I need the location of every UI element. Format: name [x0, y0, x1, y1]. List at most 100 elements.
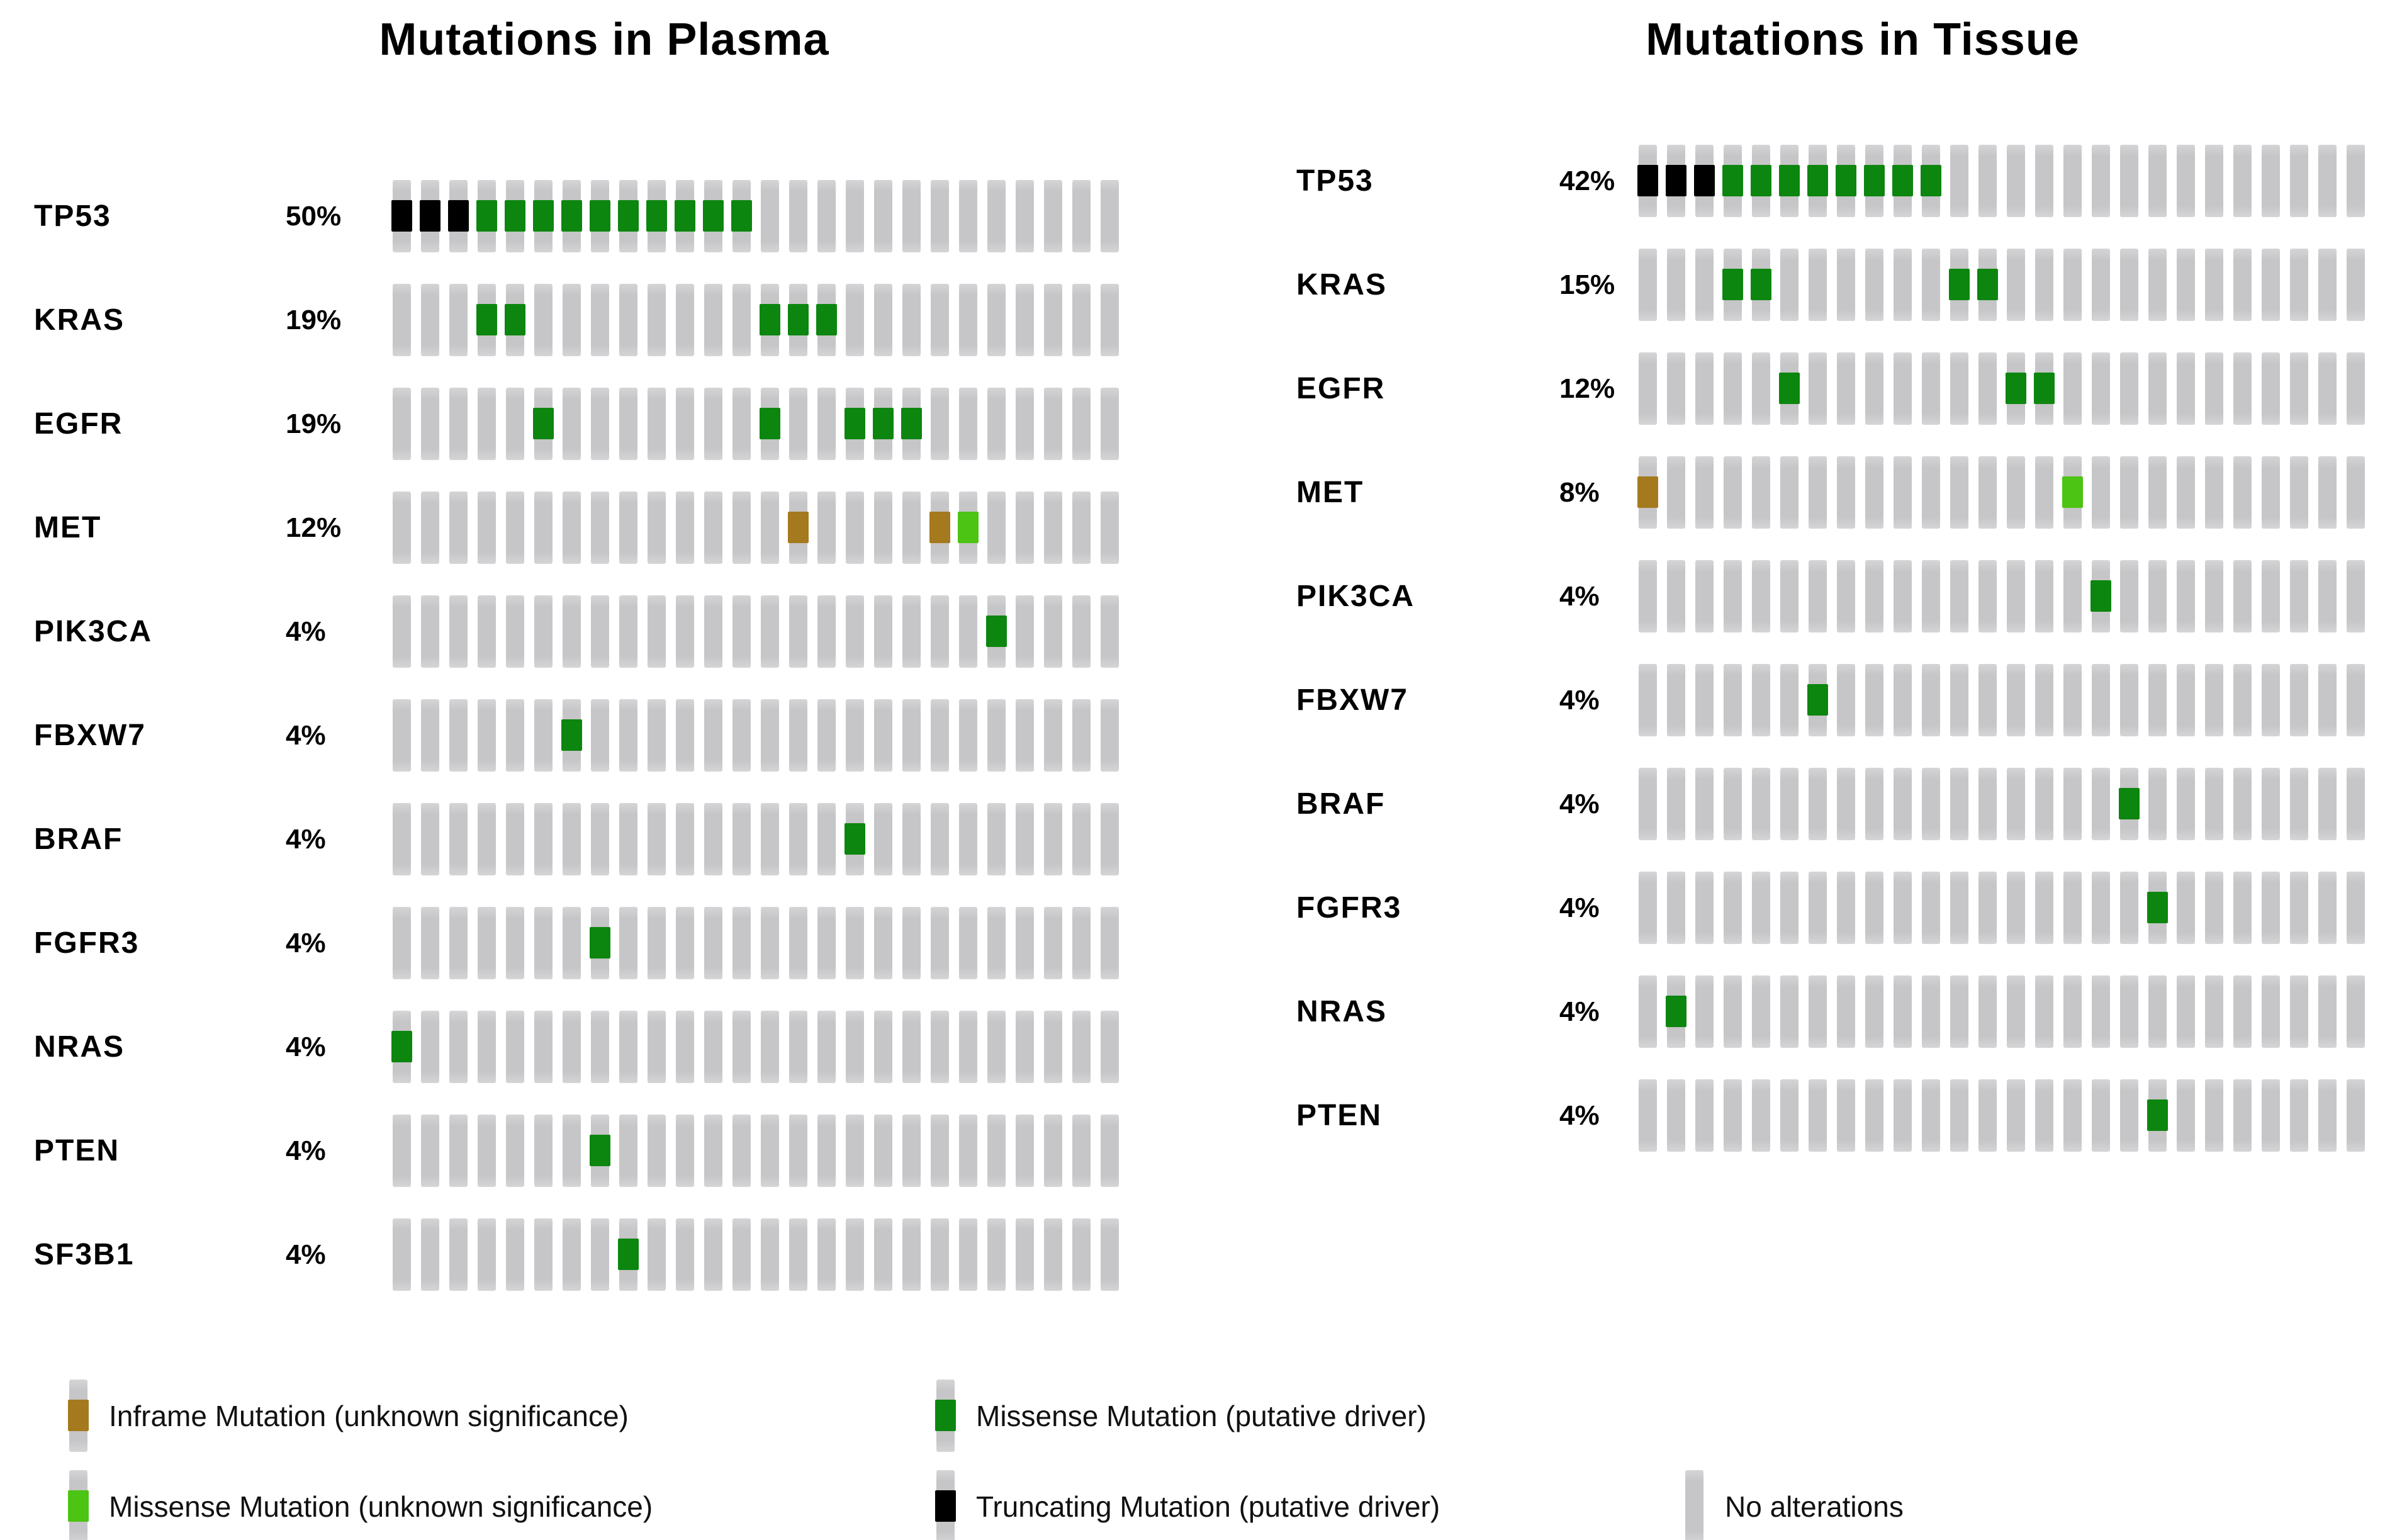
sample-bar [1044, 595, 1062, 668]
sample-bar [987, 1218, 1006, 1291]
legend-item: Missense Mutation (unknown significance) [68, 1470, 653, 1540]
sample-bar [421, 803, 439, 875]
sample-bar [987, 180, 1006, 252]
driver-mutation-mark [618, 200, 639, 232]
sample-bar [1101, 388, 1119, 460]
gene-row: PTEN 4% [34, 1115, 1119, 1187]
sample-bar [2233, 872, 2252, 944]
sample-bar [1864, 145, 1885, 217]
sample-bar [676, 699, 694, 772]
sample-bar [2262, 768, 2280, 840]
sample-bar [1667, 1079, 1685, 1152]
sample-bar [1072, 284, 1091, 356]
sample-bar [2120, 249, 2138, 321]
sample-bar [1724, 352, 1742, 425]
sample-bar [2120, 560, 2138, 632]
gene-row: PIK3CA 4% [1296, 560, 2365, 632]
legend-row: Missense Mutation (unknown significance)… [0, 1470, 2385, 1540]
sample-bar [959, 180, 977, 252]
sample-bar [534, 595, 553, 668]
gene-label: KRAS [34, 303, 125, 337]
sample-bar [704, 388, 722, 460]
gene-label: FGFR3 [34, 926, 140, 960]
sample-bar [2290, 352, 2308, 425]
sample-bar [2007, 872, 2025, 944]
sample-bar [2318, 975, 2337, 1048]
sample-bar [591, 595, 609, 668]
sample-bar [1072, 803, 1091, 875]
sample-bar [2233, 664, 2252, 736]
sample-bar [1072, 595, 1091, 668]
sample-bar [393, 1218, 411, 1291]
sample-bar [2318, 456, 2337, 529]
driver-mutation-mark [675, 200, 695, 232]
sample-bar [1639, 975, 1657, 1048]
sample-bars [393, 492, 1119, 564]
tissue-oncoprint-grid: TP53 42% KRAS 15% EGFR 12% MET 8% PIK3CA 4% FBXW7 4… [1296, 145, 2365, 1152]
sample-bar [1807, 145, 1828, 217]
sample-bar [788, 492, 809, 564]
sample-bar [1016, 284, 1034, 356]
sample-bar [959, 1115, 977, 1187]
gene-label: TP53 [34, 200, 111, 233]
driver-mutation-mark [561, 719, 582, 751]
gene-label: PTEN [1296, 1099, 1383, 1132]
sample-bar [931, 388, 949, 460]
sample-bar [817, 1218, 836, 1291]
sample-bar [421, 699, 439, 772]
sample-bar [619, 388, 637, 460]
sample-bar [478, 492, 496, 564]
gene-label: PIK3CA [34, 615, 153, 648]
sample-bar [2063, 352, 2082, 425]
sample-bar [648, 1011, 666, 1083]
sample-bar [590, 180, 610, 252]
truncating-mutation-mark [1666, 165, 1686, 196]
sample-bar [1639, 1079, 1657, 1152]
sample-bar [1752, 664, 1770, 736]
sample-bar [1101, 492, 1119, 564]
sample-bar [420, 180, 441, 252]
sample-bar [817, 803, 836, 875]
driver-mutation-mark [1722, 165, 1743, 196]
sample-bars [393, 699, 1119, 772]
sample-bar [959, 595, 977, 668]
sample-bar [874, 1218, 892, 1291]
sample-bar [478, 699, 496, 772]
sample-bar [1837, 975, 1855, 1048]
sample-bar [789, 803, 807, 875]
sample-bar [2318, 560, 2337, 632]
legend-swatch-driver [935, 1380, 956, 1452]
sample-bar [1101, 1218, 1119, 1291]
driver-mutation-mark [533, 408, 554, 439]
sample-bar [902, 907, 921, 979]
sample-bar [2092, 1079, 2110, 1152]
sample-bar [1921, 145, 1941, 217]
sample-bar [563, 284, 581, 356]
sample-bar [902, 699, 921, 772]
driver-mutation-mark [788, 304, 809, 335]
inframe-mutation-mark [1637, 476, 1658, 508]
gene-row: FGFR3 4% [1296, 872, 2365, 944]
sample-bar [2035, 249, 2053, 321]
sample-bar [2007, 1079, 2025, 1152]
sample-bar [931, 1011, 949, 1083]
sample-bar [2092, 872, 2110, 944]
sample-bar [1752, 352, 1770, 425]
sample-bar [534, 492, 553, 564]
gene-frequency: 4% [1559, 580, 1600, 612]
gene-frequency: 8% [1559, 476, 1600, 508]
sample-bar [789, 180, 807, 252]
sample-bars [1639, 975, 2365, 1048]
sample-bar [2290, 1079, 2308, 1152]
sample-bar [2262, 1079, 2280, 1152]
sample-bar [1922, 456, 1940, 529]
sample-bar [846, 1218, 864, 1291]
sample-bar [2177, 456, 2195, 529]
driver-mutation-mark [1977, 269, 1998, 300]
sample-bar [534, 1011, 553, 1083]
sample-bar [789, 1218, 807, 1291]
sample-bar [648, 284, 666, 356]
sample-bar [1044, 492, 1062, 564]
driver-mutation-mark [590, 927, 610, 958]
